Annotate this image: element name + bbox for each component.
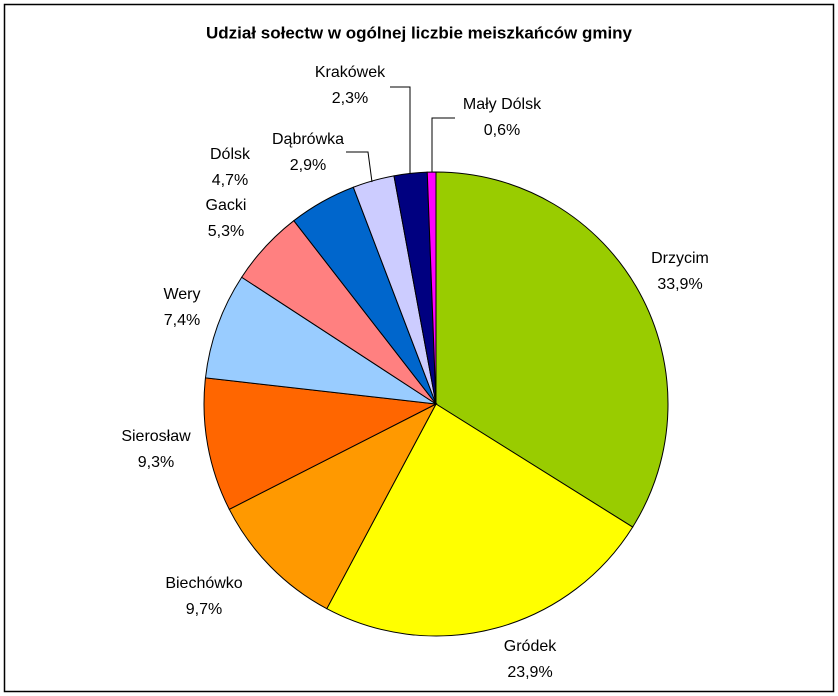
slice-label: Biechówko: [165, 575, 242, 592]
slice-label: Mały Dólsk: [463, 96, 542, 113]
slice-label: Dólsk: [210, 146, 251, 163]
leader-line: [390, 86, 411, 174]
slice-value-label: 23,9%: [507, 664, 552, 681]
slice-value-label: 9,3%: [138, 454, 174, 471]
pie-slice: [326, 403, 634, 637]
slice-label: Drzycim: [651, 250, 709, 267]
slice-label: Gacki: [206, 197, 247, 214]
slice-value-label: 0,6%: [484, 122, 520, 139]
chart-title: Udział sołectw w ogólnej liczbie meiszka…: [206, 23, 633, 42]
pie-slice: [204, 276, 437, 405]
pie-slice: [203, 377, 438, 510]
pie-slice: [228, 402, 438, 610]
slice-value-label: 9,7%: [186, 601, 222, 618]
leader-line: [346, 151, 373, 183]
slice-value-label: 7,4%: [164, 312, 200, 329]
slice-value-label: 33,9%: [657, 276, 702, 293]
slice-label: Wery: [163, 286, 200, 303]
slice-label: Krakówek: [315, 64, 386, 81]
slice-value-label: 2,9%: [290, 157, 326, 174]
slice-label: Dąbrówka: [272, 131, 344, 148]
leader-line: [431, 117, 455, 172]
slice-value-label: 4,7%: [212, 172, 248, 189]
pie: [203, 171, 669, 637]
pie-slice: [426, 171, 437, 405]
slice-value-label: 2,3%: [332, 90, 368, 107]
pie-slice: [435, 171, 669, 528]
slice-value-label: 5,3%: [208, 223, 244, 240]
slice-label: Gródek: [504, 638, 557, 655]
slice-label: Sierosław: [121, 428, 191, 445]
